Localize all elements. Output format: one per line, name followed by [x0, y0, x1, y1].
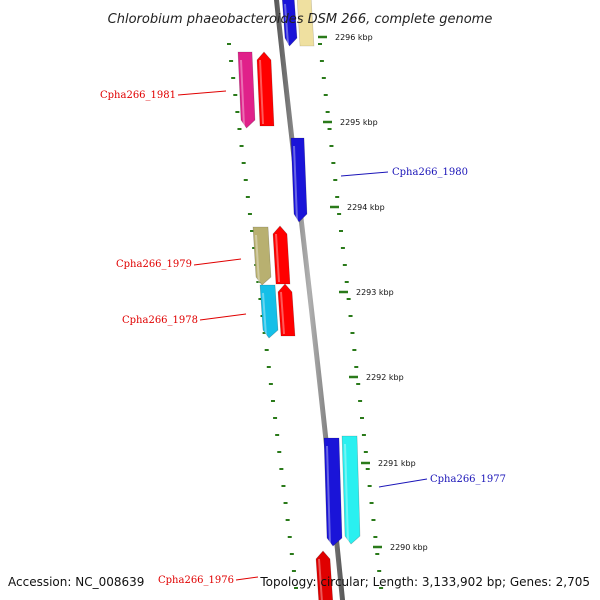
tick-label: 2296 kbp — [335, 33, 373, 42]
gene-leaders — [177, 90, 428, 581]
gene-leader-line — [340, 171, 389, 177]
gene-arrow-highlight — [326, 445, 331, 545]
gene-arrow[interactable] — [237, 51, 256, 129]
tick-label: 2295 kbp — [340, 118, 378, 127]
gene-arrow-highlight — [259, 59, 264, 125]
tick-label: 2292 kbp — [366, 373, 404, 382]
gene-arrow[interactable] — [341, 435, 361, 545]
gene-arrow[interactable] — [315, 550, 334, 600]
gene-arrow[interactable] — [290, 137, 308, 223]
tick-label: 2290 kbp — [390, 543, 428, 552]
gene-label-cpha266-1981[interactable]: Cpha266_1981 — [100, 90, 176, 101]
kbp-ticks: 2296 kbp 2295 kbp 2294 kbp 2293 kbp 2292 kbp… — [318, 33, 428, 552]
gene-arrow-highlight — [284, 3, 289, 45]
gene-arrow-highlight — [275, 233, 280, 283]
gene-leader-line — [199, 313, 247, 321]
gene-arrow-highlight — [262, 292, 267, 337]
tick-label: 2293 kbp — [356, 288, 394, 297]
gene-arrow[interactable] — [259, 284, 279, 339]
map-title: Chlorobium phaeobacteroides DSM 266, com… — [108, 12, 493, 27]
tick-label: 2294 kbp — [347, 203, 385, 212]
accession-text: Accession: NC_008639 — [8, 575, 144, 589]
gene-arrow-highlight — [255, 234, 260, 284]
gene-leader-line — [177, 90, 227, 96]
gene-label-cpha266-1977[interactable]: Cpha266_1977 — [430, 474, 506, 485]
gene-arrow[interactable] — [296, 0, 315, 47]
tick-label: 2291 kbp — [378, 459, 416, 468]
gene-arrow[interactable] — [323, 437, 343, 547]
gene-arrow-highlight — [344, 443, 349, 543]
gene-label-cpha266-1978[interactable]: Cpha266_1978 — [122, 315, 198, 326]
topology-text: Topology: circular; Length: 3,133,902 bp… — [259, 575, 590, 589]
gene-label-cpha266-1976[interactable]: Cpha266_1976 — [158, 575, 234, 586]
gene-arrow[interactable] — [272, 225, 291, 285]
gene-label-cpha266-1980[interactable]: Cpha266_1980 — [392, 167, 468, 178]
gene-arrow-highlight — [293, 145, 298, 221]
gene-leader-line — [193, 258, 242, 266]
gene-arrow[interactable] — [277, 283, 296, 337]
gene-arrows — [237, 0, 361, 600]
gene-leader-line — [378, 478, 428, 488]
gene-arrow[interactable] — [281, 0, 298, 47]
gene-arrow-highlight — [280, 291, 285, 335]
gene-label-cpha266-1979[interactable]: Cpha266_1979 — [116, 259, 192, 270]
gene-arrow[interactable] — [252, 226, 272, 286]
gene-arrow-highlight — [240, 59, 245, 127]
gene-arrow-highlight — [318, 558, 323, 600]
gene-arrow[interactable] — [256, 51, 275, 127]
gene-leader-line — [235, 576, 259, 581]
